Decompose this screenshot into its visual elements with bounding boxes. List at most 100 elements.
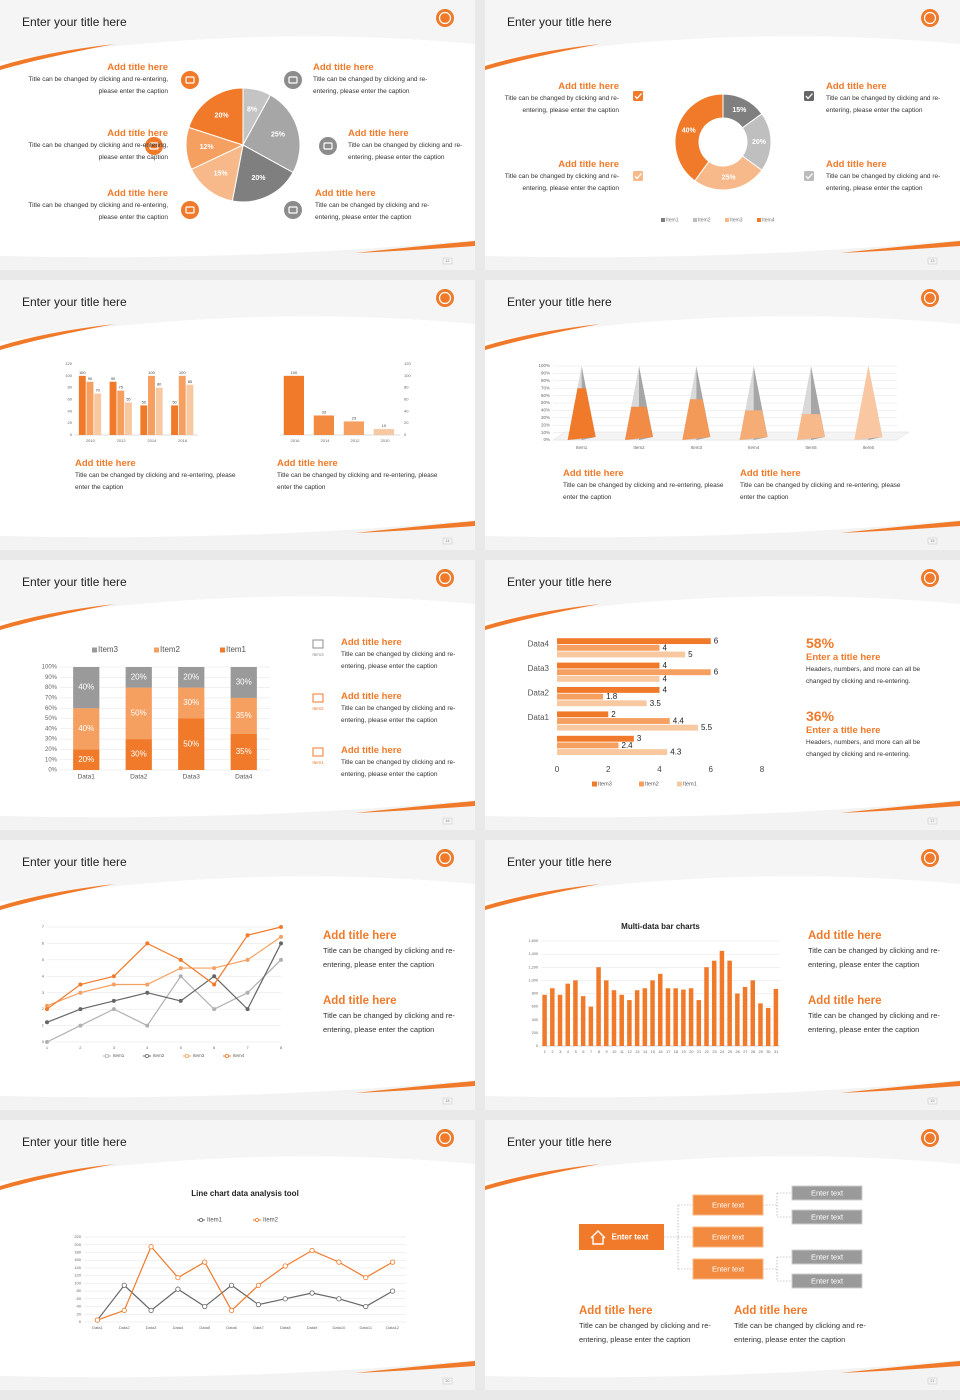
data-label: 70 [95, 388, 100, 393]
bar [557, 724, 698, 731]
leaf-label: Enter text [811, 1212, 844, 1221]
logo [921, 289, 939, 307]
series-marker [121, 1307, 127, 1314]
page-box [442, 537, 453, 545]
slide: Enter your title here 17 0 2 4 6 8 Data4 6 4 5 Data… [485, 560, 960, 830]
series-marker [45, 1039, 50, 1044]
bar [283, 375, 304, 435]
x-tick-label: 19 [682, 1050, 686, 1054]
x-tick-label: 2 [552, 1050, 554, 1054]
pyramid-fill [567, 388, 596, 440]
bar [557, 669, 711, 676]
stat-value: 36% [806, 708, 835, 724]
icon-glyph [323, 142, 333, 150]
series-marker [212, 974, 217, 979]
logo-ring [923, 11, 937, 25]
page-number: 16 [446, 819, 450, 823]
logo-ring [438, 571, 452, 585]
x-tick-label: Data2 [130, 774, 148, 781]
bar [642, 988, 648, 1046]
y-tick-label: 5 [42, 957, 45, 962]
x-tick-label: 8 [598, 1050, 600, 1054]
block-caption: Title can be changed by clicking and re-… [734, 1321, 866, 1344]
bar-segment [125, 667, 152, 688]
x-tick-label: 31 [774, 1050, 778, 1054]
page-number: 14 [446, 539, 450, 543]
series-marker [78, 982, 83, 987]
x-tick-label: 29 [759, 1050, 763, 1054]
legend-label: Item3 [598, 781, 612, 787]
bar [627, 1000, 632, 1046]
y-tick-label: 220 [74, 1234, 81, 1239]
y-tick-label: 60 [77, 1296, 82, 1301]
slide-canvas: Enter your title here2002040608010012014… [0, 1120, 475, 1390]
x-tick-label: Item6 [863, 445, 875, 450]
block-heading: Add title here [740, 468, 801, 479]
series-marker [202, 1259, 208, 1265]
y-tick-label: 0 [79, 1319, 82, 1324]
logo [921, 1129, 939, 1147]
data-label: 4 [663, 661, 668, 670]
x-tick-label: Data3 [146, 1325, 157, 1330]
block-caption: Title can be changed by clicking and re-… [826, 95, 941, 114]
y-tick-label: 20 [404, 420, 409, 425]
home-icon [590, 1230, 606, 1245]
icon [312, 747, 324, 757]
icon-label: Item3 [312, 652, 324, 657]
y-tick-label: 1,000 [528, 978, 538, 982]
data-label: 100 [291, 370, 298, 375]
y-tick-label: 20% [541, 422, 550, 427]
data-label: 5 [688, 650, 693, 659]
legend-marker [105, 1053, 110, 1058]
bar-segment [73, 667, 100, 709]
y-tick-label: 100% [42, 665, 58, 671]
segment-label: 40% [78, 724, 94, 733]
bar [604, 980, 609, 1046]
x-tick-label: 7 [246, 1045, 249, 1050]
y-tick-label: 60% [45, 706, 58, 712]
x-tick-label: 2016 [291, 438, 301, 443]
bar-segment [178, 667, 205, 688]
bar [727, 960, 732, 1046]
bar [573, 980, 578, 1046]
slice-label: 12% [200, 144, 215, 151]
series-marker [111, 998, 116, 1003]
data-label: 3 [637, 734, 642, 743]
page-number: 21 [931, 1379, 935, 1383]
checkmark [634, 93, 642, 100]
x-tick-label: Data12 [386, 1325, 400, 1330]
footer-accent [355, 1081, 475, 1093]
x-tick-label: 3 [559, 1050, 561, 1054]
block-caption: Headers, numbers, and more can all be ch… [806, 666, 921, 685]
x-tick-label: 24 [720, 1050, 724, 1054]
y-tick-label: 140 [74, 1265, 81, 1270]
y-tick-label: Data1 [528, 713, 550, 722]
block-caption: Title can be changed by clicking and re-… [323, 946, 455, 969]
icon [312, 639, 324, 649]
series-line [46, 959, 282, 1043]
y-tick-label: 30% [541, 415, 550, 420]
bar [557, 711, 609, 718]
series-marker [309, 1290, 315, 1296]
x-tick-label: Item3 [691, 445, 703, 450]
x-tick-label: 23 [712, 1050, 716, 1054]
block-heading: Add title here [348, 128, 409, 139]
bar [750, 980, 756, 1046]
text-block: Add title here Title can be changed by cl… [808, 928, 948, 972]
checkmark [634, 173, 642, 180]
y-tick-label: 120 [65, 361, 72, 366]
series-line [46, 943, 282, 1023]
data-label: 50 [172, 399, 177, 404]
header-band [485, 0, 960, 62]
x-tick-label: Data9 [307, 1325, 318, 1330]
data-label: 23 [352, 415, 357, 420]
y-tick-label: 200 [532, 1031, 538, 1035]
series-marker [202, 1303, 208, 1310]
branch-node [692, 1194, 764, 1216]
bar [580, 996, 586, 1046]
footer-accent [840, 801, 960, 813]
logo [921, 9, 939, 27]
bar [313, 415, 334, 435]
page-number: 19 [931, 1099, 935, 1103]
logo-ring [923, 571, 937, 585]
